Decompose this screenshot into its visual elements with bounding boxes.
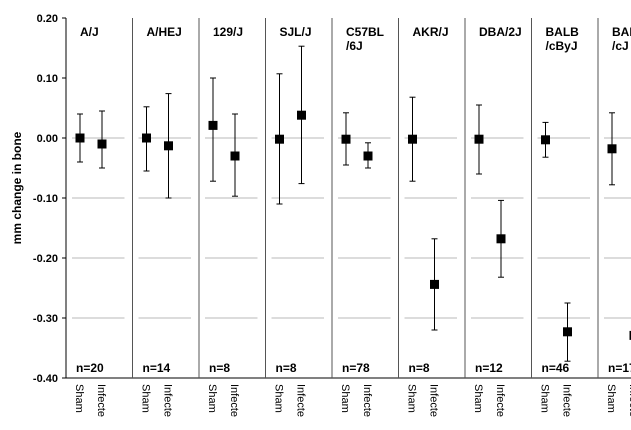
- x-category-label: Infecte: [428, 384, 440, 417]
- mean-marker: [430, 279, 439, 289]
- sample-size-label: n=14: [143, 361, 171, 375]
- panel-title: BALB: [546, 25, 580, 39]
- sample-size-label: n=20: [76, 361, 104, 375]
- sample-size-label: n=12: [475, 361, 503, 375]
- mean-marker: [563, 327, 572, 337]
- mean-marker: [75, 133, 85, 143]
- mean-marker: [408, 134, 417, 144]
- strain-panel: A/J n=20 Sham Infecte: [72, 25, 125, 417]
- sample-size-label: n=8: [276, 361, 297, 375]
- x-category-label: Infecte: [95, 384, 107, 417]
- x-category-label: Sham: [605, 384, 617, 413]
- panel-title: A/HEJ: [147, 25, 182, 39]
- panel-title: AKR/J: [413, 25, 449, 39]
- strain-panel: BALB/cByJ n=46 Sham Infecte: [531, 18, 590, 417]
- mean-marker: [97, 139, 107, 149]
- y-tick-label: 0.00: [37, 133, 58, 145]
- x-category-label: Sham: [140, 384, 152, 413]
- mean-marker: [297, 110, 306, 120]
- mean-marker: [341, 134, 351, 144]
- panel-title: /cByJ: [546, 39, 578, 53]
- y-tick-label: -0.10: [33, 193, 58, 205]
- sample-size-label: n=46: [542, 361, 570, 375]
- panel-title: /6J: [346, 39, 363, 53]
- mean-marker: [208, 120, 218, 130]
- strain-panel: BALB/cJ n=17 Sham Infecte: [597, 18, 631, 417]
- x-category-label: Sham: [339, 384, 351, 413]
- x-category-label: Infecte: [561, 384, 573, 417]
- mean-marker: [474, 134, 484, 144]
- mean-marker: [496, 234, 506, 244]
- sample-size-label: n=8: [209, 361, 230, 375]
- panel-title: DBA/2J: [479, 25, 522, 39]
- x-category-label: Infecte: [228, 384, 240, 417]
- y-tick-label: 0.10: [37, 73, 58, 85]
- x-category-label: Infecte: [162, 384, 174, 417]
- panel-title: A/J: [80, 25, 99, 39]
- panel-title: SJL/J: [280, 25, 312, 39]
- mean-marker: [142, 133, 151, 143]
- axes: 0.20 0.10 0.00 -0.10 -0.20 -0.30 -0.40: [33, 13, 631, 385]
- x-category-label: Infecte: [627, 384, 631, 417]
- strain-panel: A/HEJ n=14 Sham Infecte: [132, 18, 191, 417]
- panel-title: /cJ: [612, 39, 629, 53]
- sample-size-label: n=17: [608, 361, 631, 375]
- panel-title: C57BL: [346, 25, 384, 39]
- x-category-label: Infecte: [295, 384, 307, 417]
- mean-marker: [230, 151, 240, 161]
- panel-title: 129/J: [213, 25, 243, 39]
- sample-size-label: n=78: [342, 361, 370, 375]
- x-category-label: Infecte: [494, 384, 506, 417]
- x-category-label: Sham: [472, 384, 484, 413]
- strain-panel: DBA/2J n=12 Sham Infecte: [464, 18, 524, 417]
- y-tick-label: 0.20: [37, 13, 58, 25]
- y-axis-label: mm change in bone: [10, 131, 24, 244]
- x-category-label: Sham: [273, 384, 285, 413]
- mean-marker: [275, 134, 284, 144]
- y-tick-label: -0.20: [33, 253, 58, 265]
- strain-panel: SJL/J n=8 Sham Infecte: [265, 18, 324, 417]
- strain-panel: C57BL/6J n=78 Sham Infecte: [331, 18, 391, 417]
- x-category-label: Sham: [406, 384, 418, 413]
- mean-marker: [164, 141, 173, 151]
- mean-marker: [363, 151, 373, 161]
- mean-marker: [607, 144, 617, 154]
- strain-panel: AKR/J n=8 Sham Infecte: [398, 18, 457, 417]
- mean-marker: [629, 330, 631, 340]
- strain-panel: 129/J n=8 Sham Infecte: [198, 18, 258, 417]
- x-category-label: Infecte: [361, 384, 373, 417]
- x-category-label: Sham: [206, 384, 218, 413]
- x-category-label: Sham: [539, 384, 551, 413]
- sample-size-label: n=8: [409, 361, 430, 375]
- y-tick-label: -0.30: [33, 313, 58, 325]
- y-tick-label: -0.40: [33, 373, 58, 385]
- mean-marker: [541, 135, 550, 145]
- x-category-label: Sham: [73, 384, 85, 413]
- panel-title: BALB: [612, 25, 631, 39]
